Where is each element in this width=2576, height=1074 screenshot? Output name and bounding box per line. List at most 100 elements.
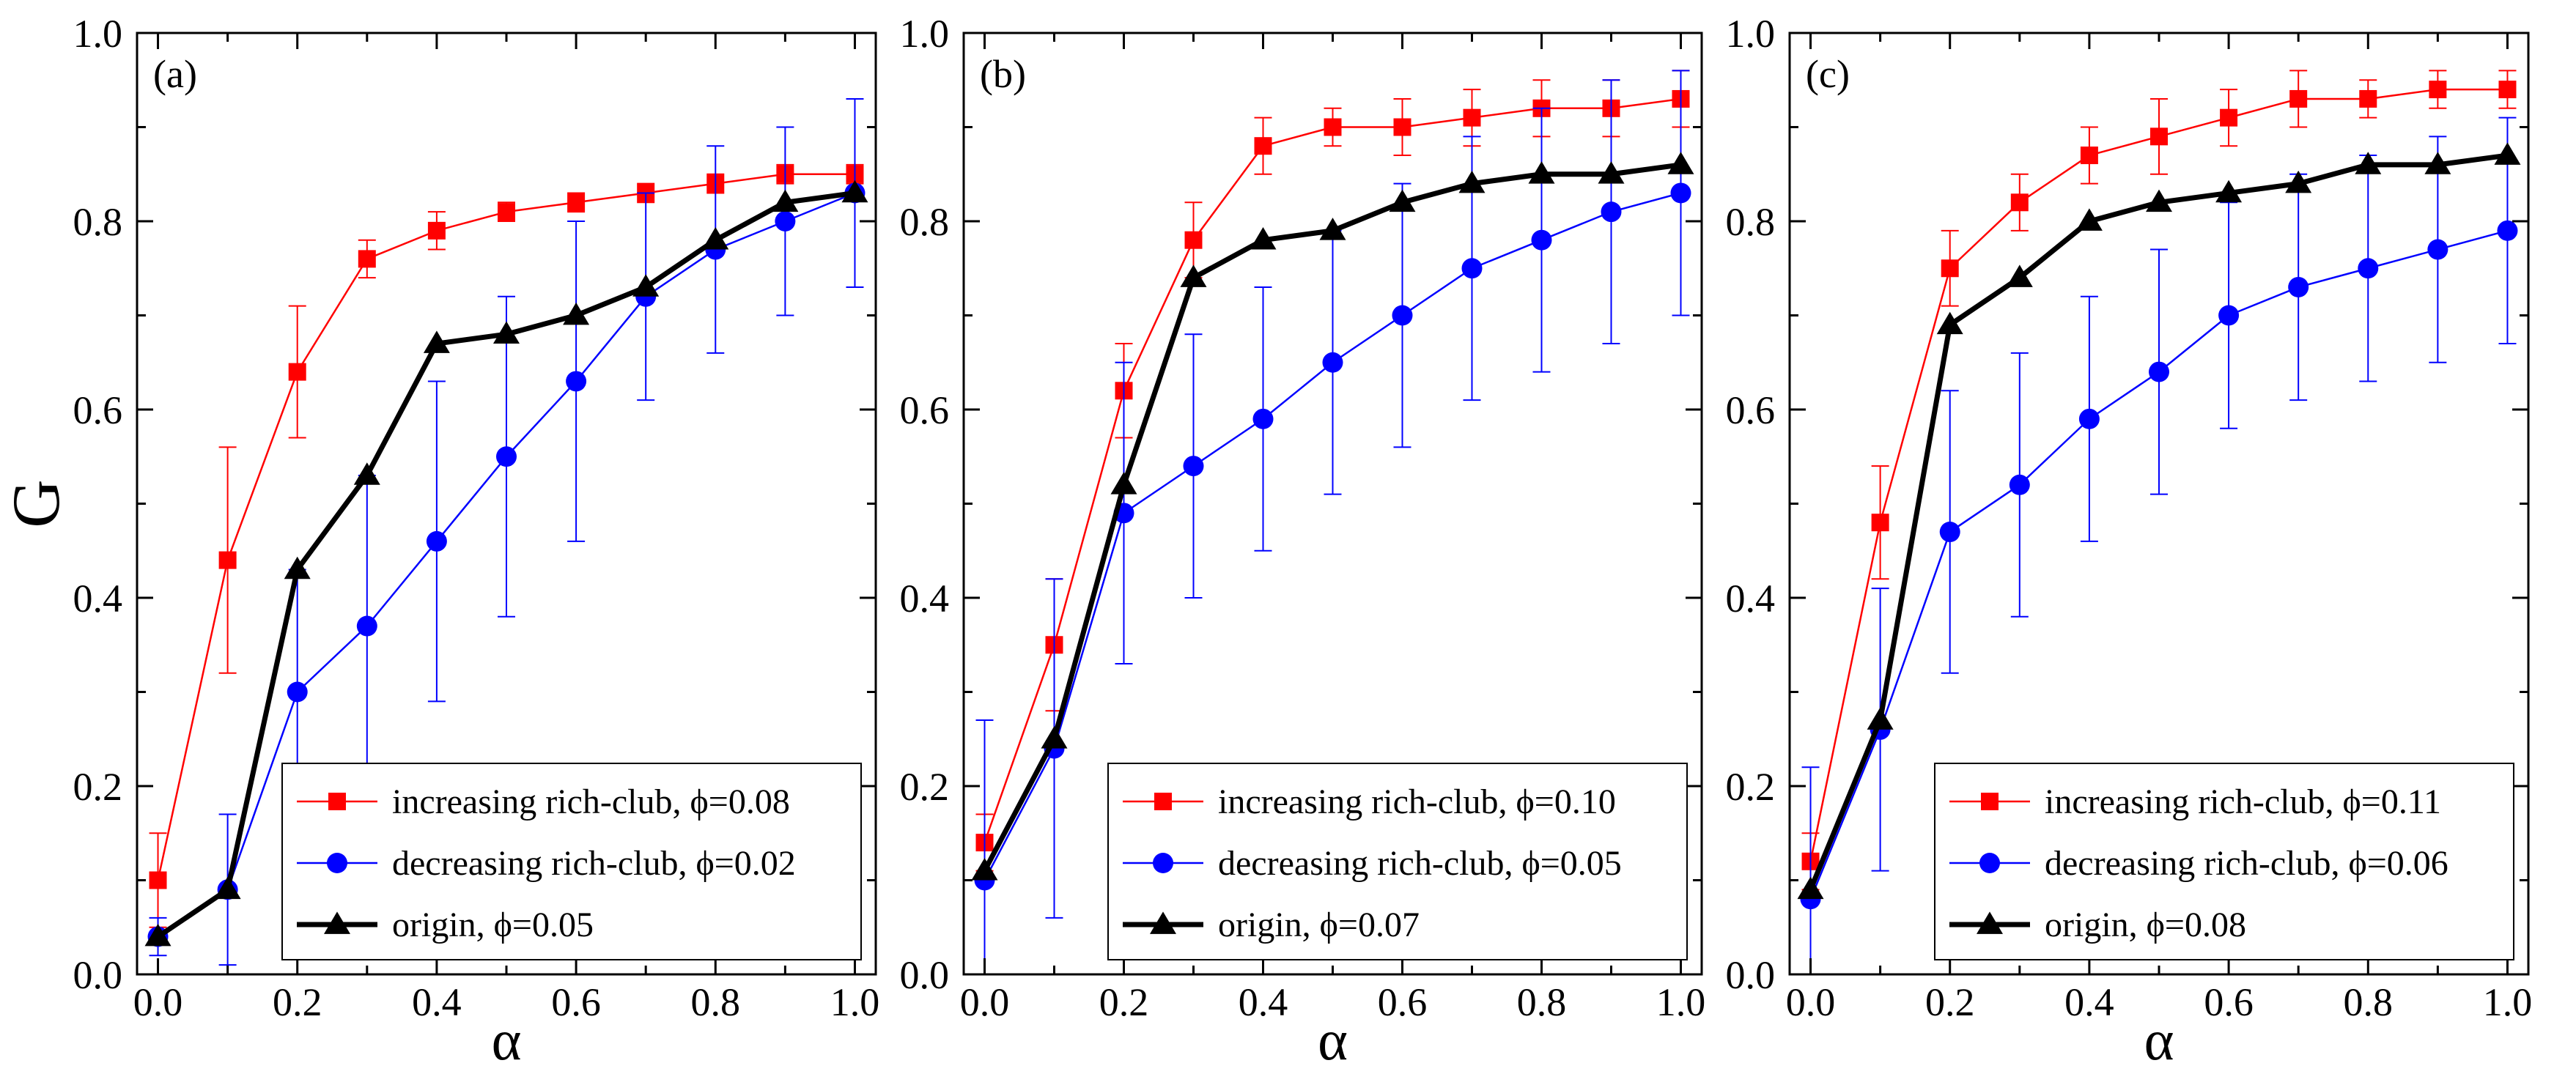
legend-label-origin: origin, ϕ=0.08 xyxy=(2045,906,2246,944)
data-point xyxy=(2289,89,2308,108)
data-point xyxy=(284,556,311,579)
data-point xyxy=(1601,201,1622,223)
data-point xyxy=(427,221,446,240)
x-axis-label: α xyxy=(2144,1008,2174,1072)
legend-marker-increasing xyxy=(1981,793,1999,810)
data-point xyxy=(1110,472,1137,495)
series-origin xyxy=(971,152,1694,881)
data-point xyxy=(2498,81,2517,99)
data-point xyxy=(2146,189,2172,212)
legend-marker-increasing xyxy=(1154,793,1172,810)
x-tick-label: 1.0 xyxy=(830,980,880,1024)
y-tick-label: 0.0 xyxy=(1726,953,1776,997)
data-point xyxy=(772,189,799,212)
legend-label-increasing: increasing rich-club, ϕ=0.11 xyxy=(2045,782,2441,821)
series-decreasing xyxy=(1800,116,2518,975)
data-point xyxy=(2080,147,2098,165)
legend-box xyxy=(1107,763,1688,960)
legend-label-decreasing: decreasing rich-club, ϕ=0.06 xyxy=(2045,844,2448,883)
series-origin xyxy=(1797,142,2521,900)
data-point xyxy=(288,363,306,381)
y-tick-label: 0.4 xyxy=(1726,577,1776,621)
data-point xyxy=(1531,229,1552,251)
data-point xyxy=(2010,193,2029,212)
legend-label-increasing: increasing rich-club, ϕ=0.10 xyxy=(1218,782,1616,821)
x-axis-label: α xyxy=(492,1008,522,1072)
data-point xyxy=(1324,118,1342,136)
data-point xyxy=(2288,276,2309,297)
data-point xyxy=(1941,259,1959,278)
data-point xyxy=(149,871,167,889)
data-point xyxy=(2149,361,2169,382)
data-point xyxy=(1598,161,1625,184)
y-tick-label: 0.2 xyxy=(73,765,123,809)
data-point xyxy=(1871,514,1889,532)
data-point xyxy=(2150,127,2168,146)
legend: increasing rich-club, ϕ=0.08 decreasing r… xyxy=(281,763,862,960)
legend-marker-decreasing xyxy=(1979,853,2000,873)
data-point xyxy=(2075,208,2103,231)
data-point xyxy=(2429,81,2447,99)
data-point xyxy=(1797,876,1824,900)
chart-panel-1: 0.0 0.2 0.4 0.6 0.8 1.0 0.0 0.2 0.4 0.6 0.8 1.0 α G (a… xyxy=(0,12,879,1072)
x-tick-label: 0.0 xyxy=(1786,980,1836,1024)
legend-marker-origin xyxy=(1977,911,2003,934)
x-tick-label: 0.4 xyxy=(1239,980,1288,1024)
y-tick-label: 0.2 xyxy=(1726,765,1776,809)
y-tick-label: 1.0 xyxy=(73,12,123,56)
y-tick-label: 0.2 xyxy=(900,765,950,809)
data-point xyxy=(218,551,237,569)
x-tick-label: 0.4 xyxy=(2064,980,2114,1024)
legend-label-origin: origin, ϕ=0.07 xyxy=(1218,906,1420,944)
data-point xyxy=(2424,152,2451,174)
data-point xyxy=(1463,108,1481,127)
x-axis-label: α xyxy=(1318,1008,1348,1072)
panel-label: (c) xyxy=(1806,52,1850,96)
y-tick-label: 0.4 xyxy=(73,577,123,621)
data-point xyxy=(353,462,380,485)
data-point xyxy=(1183,456,1204,477)
data-point xyxy=(426,530,447,552)
data-point xyxy=(2009,474,2030,495)
data-point xyxy=(214,876,241,900)
data-point xyxy=(2285,170,2312,193)
data-point xyxy=(1461,258,1483,279)
data-point xyxy=(423,330,450,353)
x-tick-label: 0.6 xyxy=(2204,980,2254,1024)
series-origin xyxy=(144,179,868,947)
legend-label-decreasing: decreasing rich-club, ϕ=0.02 xyxy=(392,844,796,883)
data-point xyxy=(2220,108,2238,127)
y-tick-label: 1.0 xyxy=(1726,12,1776,56)
legend-box xyxy=(1934,763,2514,960)
x-tick-label: 0.4 xyxy=(412,980,462,1024)
data-point xyxy=(1389,189,1416,212)
data-point xyxy=(2006,264,2033,287)
data-point xyxy=(1939,522,1960,543)
data-point xyxy=(287,681,308,703)
data-point xyxy=(2358,258,2379,279)
data-point xyxy=(2494,142,2521,165)
data-point xyxy=(971,857,998,881)
data-point xyxy=(702,227,729,250)
y-tick-label: 0.0 xyxy=(900,953,950,997)
data-point xyxy=(1393,118,1411,136)
legend-marker-decreasing xyxy=(1153,853,1173,873)
data-point xyxy=(1184,231,1203,249)
legend-label-origin: origin, ϕ=0.05 xyxy=(392,906,594,944)
x-tick-label: 0.8 xyxy=(691,980,741,1024)
data-point xyxy=(1254,137,1272,155)
data-point xyxy=(496,446,517,467)
x-tick-label: 0.0 xyxy=(133,980,183,1024)
data-point xyxy=(358,250,376,268)
data-point xyxy=(1250,227,1277,250)
y-axis-label: G xyxy=(0,479,73,527)
legend-label-increasing: increasing rich-club, ϕ=0.08 xyxy=(392,782,790,821)
x-tick-label: 0.2 xyxy=(1925,980,1975,1024)
data-point xyxy=(493,321,520,344)
legend-marker-origin xyxy=(1150,911,1176,934)
legend-marker-increasing xyxy=(328,793,346,810)
legend-marker-decreasing xyxy=(327,853,347,873)
y-tick-label: 0.8 xyxy=(900,200,950,244)
data-point xyxy=(1180,264,1207,287)
